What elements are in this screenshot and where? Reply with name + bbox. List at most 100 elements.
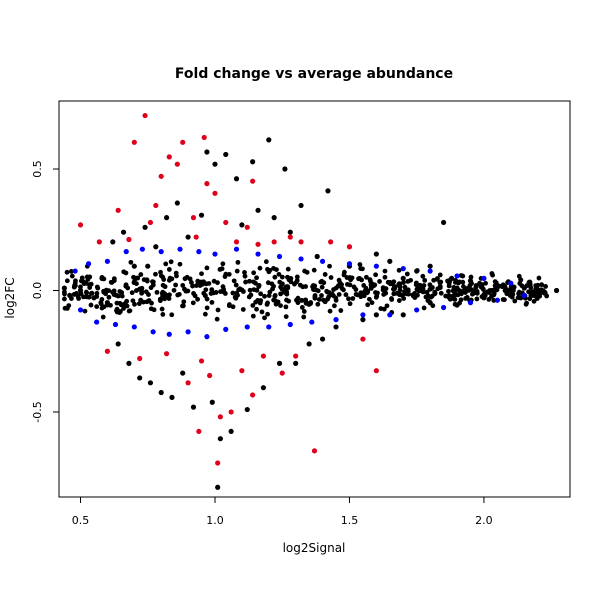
band-point	[528, 292, 534, 298]
band-point	[295, 300, 301, 306]
band-point	[392, 284, 398, 290]
black-point	[467, 278, 474, 284]
band-point	[271, 266, 276, 271]
band-point	[541, 290, 547, 296]
band-point	[301, 309, 307, 314]
red-point	[271, 239, 277, 245]
band-point	[411, 293, 417, 299]
band-point	[446, 293, 452, 299]
black-point	[142, 224, 148, 230]
band-point	[297, 282, 303, 288]
band-point	[174, 273, 179, 279]
band-point	[322, 272, 328, 277]
blue-point	[233, 246, 240, 252]
band-point	[258, 291, 264, 297]
band-point	[271, 297, 277, 303]
band-point	[123, 283, 129, 289]
black-point	[126, 360, 132, 366]
band-point	[294, 274, 300, 280]
blue-point	[112, 321, 119, 328]
band-point	[316, 297, 322, 302]
band-point	[491, 298, 497, 303]
band-point	[177, 261, 183, 267]
band-point	[219, 266, 225, 272]
band-point	[176, 291, 182, 297]
band-point	[76, 296, 81, 301]
band-point	[160, 282, 166, 288]
blue-point	[298, 256, 304, 262]
black-point	[298, 202, 304, 209]
band-point	[539, 282, 545, 288]
band-point	[285, 266, 291, 272]
band-point	[158, 273, 164, 279]
red-point	[212, 190, 218, 196]
band-point	[154, 289, 160, 295]
x-axis-label: log2Signal	[283, 541, 346, 555]
band-point	[121, 305, 126, 311]
band-point	[168, 259, 174, 265]
band-point	[351, 284, 357, 290]
band-point	[474, 290, 480, 296]
black-point	[99, 275, 105, 281]
black-point	[67, 292, 73, 298]
band-point	[237, 286, 243, 292]
band-point	[408, 277, 414, 283]
band-point	[536, 275, 542, 281]
band-point	[235, 259, 241, 265]
band-point	[68, 268, 74, 274]
band-point	[278, 291, 284, 297]
blue-point	[266, 324, 272, 330]
red-point	[163, 351, 170, 357]
band-point	[362, 288, 368, 294]
x-tick-label: 1.5	[341, 514, 359, 527]
black-point	[400, 275, 406, 281]
blue-point	[131, 324, 137, 330]
band-point	[250, 313, 256, 319]
black-point	[360, 317, 366, 323]
y-axis: -0.5 0.0 0.5	[31, 160, 60, 423]
band-point	[527, 296, 533, 302]
band-point	[203, 287, 209, 293]
black-point	[400, 312, 406, 318]
black-point	[180, 370, 186, 376]
red-point	[346, 244, 353, 250]
band-point	[182, 286, 187, 292]
band-point	[69, 273, 75, 279]
band-point	[432, 291, 438, 297]
band-point	[404, 271, 410, 277]
black-point	[521, 285, 527, 291]
band-point	[157, 296, 163, 302]
red-point	[293, 353, 299, 359]
band-point	[144, 277, 150, 283]
series-black	[61, 137, 560, 490]
red-point	[260, 353, 266, 359]
band-point	[275, 299, 281, 305]
band-point	[81, 294, 86, 300]
band-point	[220, 284, 226, 290]
blue-point	[481, 275, 487, 281]
band-point	[507, 287, 513, 293]
band-point	[311, 267, 317, 273]
black-point	[153, 244, 159, 250]
band-point	[534, 295, 540, 301]
band-point	[101, 288, 107, 294]
red-point	[166, 154, 172, 160]
band-point	[279, 274, 285, 280]
band-point	[371, 283, 377, 289]
band-point	[353, 291, 359, 297]
band-point	[390, 281, 396, 286]
band-point	[380, 285, 386, 291]
red-point	[147, 219, 154, 226]
band-point	[134, 288, 139, 293]
band-point	[322, 298, 328, 304]
band-point	[250, 303, 256, 308]
band-point	[437, 272, 443, 278]
band-point	[312, 283, 318, 289]
band-point	[437, 280, 443, 285]
band-point	[515, 295, 521, 301]
black-point	[185, 234, 191, 240]
band-point	[64, 305, 70, 311]
band-point	[404, 291, 410, 297]
band-point	[85, 277, 91, 282]
band-point	[421, 283, 427, 288]
